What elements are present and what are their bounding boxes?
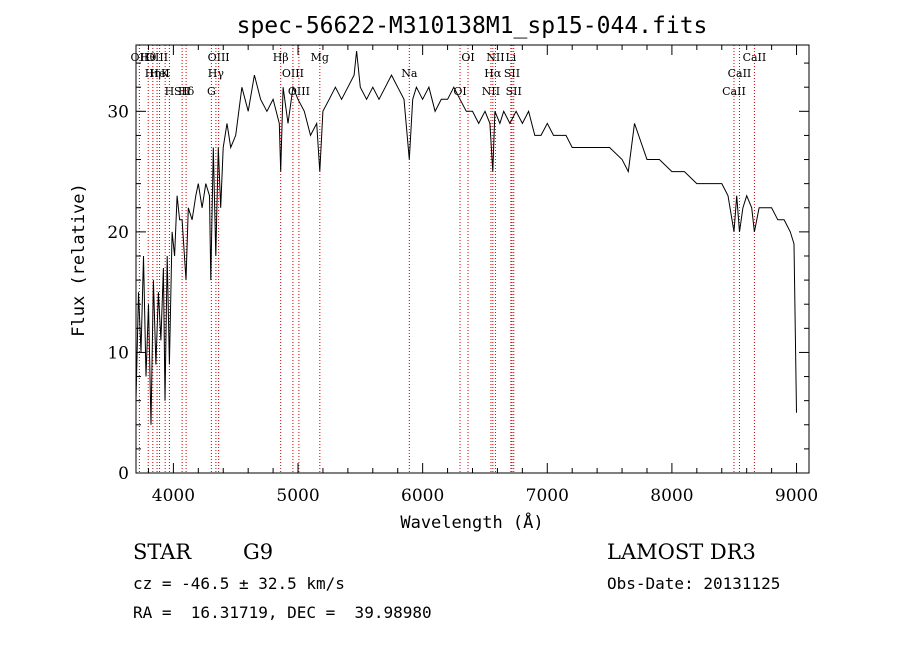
spectral-line-label: SII (504, 67, 520, 80)
y-tick-label: 30 (107, 102, 129, 122)
y-tick-label: 0 (118, 464, 129, 484)
plot-frame (135, 44, 810, 474)
spectral-line-label: Mg (311, 51, 329, 64)
y-tick-label: 20 (107, 223, 129, 243)
spectral-line-label: Hη (145, 67, 161, 80)
spectral-line-label: OIII (208, 51, 230, 64)
object-subclass: G9 (243, 540, 274, 564)
spectral-line-label: H (165, 85, 175, 98)
spectral-line-label: NII (486, 51, 504, 64)
spectral-line-label: CaII (743, 51, 767, 64)
survey-name: LAMOST DR3 (607, 540, 756, 564)
spectral-line-label: HeI (149, 67, 169, 80)
spectral-line-label: K (161, 67, 170, 80)
spectrum-series-line (135, 50, 797, 425)
observation-date: Obs-Date: 20131125 (607, 574, 781, 593)
spectral-line-label: CaII (728, 67, 752, 80)
spectral-line-label: OIII (146, 51, 168, 64)
x-tick-label: 5000 (276, 486, 319, 506)
spectral-line-label: Hβ (273, 51, 289, 64)
x-tick-label: 4000 (152, 486, 195, 506)
spectral-line-label: NII (482, 85, 500, 98)
x-tick-label: 6000 (401, 486, 444, 506)
spectral-line-label: Na (401, 67, 418, 80)
axis-ticks: 4000 5000 6000 7000 8000 9000 0 10 20 30 (107, 45, 818, 506)
x-axis-label: Wavelength (Å) (400, 511, 543, 533)
x-tick-label: 9000 (775, 486, 818, 506)
spectral-line-label: SII (506, 85, 522, 98)
spectral-line-label: OI (453, 85, 466, 98)
spectral-line-label: Hθ (140, 51, 157, 64)
spectral-line-markers (138, 45, 755, 473)
spectral-line-label: G (207, 85, 216, 98)
chart-title: spec-56622-M310138M1_sp15-044.fits (237, 13, 708, 39)
x-tick-label: 8000 (650, 486, 693, 506)
spectral-line-label: Li (505, 51, 516, 64)
spectral-line-label: OIII (288, 85, 310, 98)
spectral-line-label: Hα (484, 67, 502, 80)
spectral-line-label: OII (131, 51, 149, 64)
spectral-line-label: OIII (282, 67, 304, 80)
spectral-line-label: OI (461, 51, 474, 64)
sky-coordinates: RA = 16.31719, DEC = 39.98980 (133, 603, 432, 622)
object-class: STAR (133, 540, 192, 564)
y-tick-label: 10 (107, 343, 129, 363)
spectral-line-label: Hδ (178, 85, 195, 98)
spectral-line-label: SII (174, 85, 190, 98)
x-tick-label: 7000 (526, 486, 569, 506)
redshift-velocity: cz = -46.5 ± 32.5 km/s (133, 574, 345, 593)
spectral-line-label: Hγ (208, 67, 225, 80)
spectral-line-label: CaII (722, 85, 746, 98)
y-axis-label: Flux (relative) (69, 183, 89, 337)
